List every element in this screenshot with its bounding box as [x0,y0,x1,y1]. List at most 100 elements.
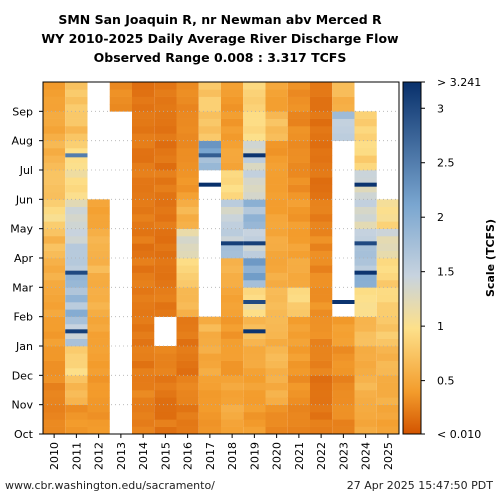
heatmap-cell [87,265,110,273]
heatmap-cell [43,346,66,354]
heatmap-cell [354,140,377,149]
heatmap-cell [154,382,177,391]
heatmap-cell [87,228,110,237]
heatmap-cell [43,390,66,398]
heatmap-cell [176,184,199,193]
heatmap-cell [332,353,355,361]
heatmap-cell [87,294,110,303]
heatmap-cell [265,316,288,325]
heatmap-cell [376,390,399,398]
heatmap-cell [43,419,66,427]
heatmap-cell [243,236,266,244]
heatmap-cell [310,316,333,325]
heatmap-cell [43,155,66,163]
heatmap-cell [43,360,66,369]
heatmap-cell [243,228,266,237]
heatmap-cell [132,258,155,266]
heatmap-cell [376,360,399,369]
heatmap-cell [43,404,66,413]
heatmap-cell [265,382,288,391]
heatmap-cell [354,148,377,156]
heatmap-cell [132,331,155,339]
heatmap-cell [221,199,244,207]
heatmap-cell [176,287,199,295]
heatmap-cell [154,243,177,251]
heatmap-cell [221,214,244,222]
heatmap-cell [265,272,288,281]
heatmap-cell [221,280,244,288]
heatmap-cell [65,140,88,149]
heatmap-cell [65,258,88,266]
heatmap-cell [354,170,377,178]
heatmap-cell [65,346,88,354]
heatmap-cell [376,412,399,420]
heatmap-cell [243,170,266,178]
heatmap-cell [287,331,310,339]
heatmap-cell [176,309,199,317]
heatmap-cell [154,104,177,112]
heatmap-cell [87,309,110,317]
heatmap-cell [154,353,177,361]
heatmap-cell [265,302,288,310]
heatmap-cell [376,353,399,361]
heatmap-cell [132,243,155,251]
heatmap-cell [310,126,333,134]
heatmap-cell [87,331,110,339]
heatmap-cell [154,309,177,317]
heatmap-cell [43,287,66,295]
heatmap-cell [332,316,355,325]
heatmap-cell [154,199,177,207]
heatmap-cell [265,412,288,420]
heatmap-cell [243,375,266,383]
heatmap-cell [65,412,88,420]
heatmap-cell [154,426,177,435]
heatmap-cell [265,89,288,97]
high-flow-mark [243,329,266,334]
heatmap-cell [132,221,155,229]
heatmap-cell [243,155,266,163]
heatmap-cell [132,96,155,105]
heatmap-cell [287,258,310,266]
heatmap-cell [221,82,244,90]
heatmap-cell [176,199,199,207]
chart-title-line2: WY 2010-2025 Daily Average River Dischar… [41,31,399,46]
heatmap-cell [65,177,88,185]
heatmap-cell [265,360,288,369]
heatmap-cell [332,397,355,405]
heatmap-cell [87,368,110,376]
heatmap-cell [65,192,88,200]
heatmap-cell [43,206,66,215]
heatmap-cell [376,316,399,325]
heatmap-cell [265,140,288,149]
heatmap-cell [243,250,266,259]
heatmap-cell [354,412,377,420]
heatmap-cell [354,397,377,405]
heatmap-cell [265,206,288,215]
heatmap-cell [221,250,244,259]
plot-cells [43,82,399,435]
heatmap-cell [132,338,155,347]
heatmap-cell [332,133,355,141]
heatmap-cell [65,118,88,127]
heatmap-cell [243,192,266,200]
heatmap-cell [109,104,132,112]
colorbar-label: Scale (TCFS) [484,219,497,297]
heatmap-cell [287,404,310,413]
heatmap-cell [43,309,66,317]
heatmap-cell [332,338,355,347]
heatmap-cell [265,236,288,244]
heatmap-cell [243,397,266,405]
heatmap-cell [221,206,244,215]
heatmap-cell [243,280,266,288]
heatmap-cell [332,390,355,398]
heatmap-cell [243,309,266,317]
heatmap-cell [198,133,221,141]
heatmap-cell [310,412,333,420]
high-flow-mark [354,270,377,275]
heatmap-cell [243,346,266,354]
x-tick-label: 2021 [293,442,306,470]
heatmap-cell [154,302,177,310]
heatmap-cell [221,353,244,361]
x-tick-label: 2025 [382,442,395,470]
heatmap-cell [310,390,333,398]
